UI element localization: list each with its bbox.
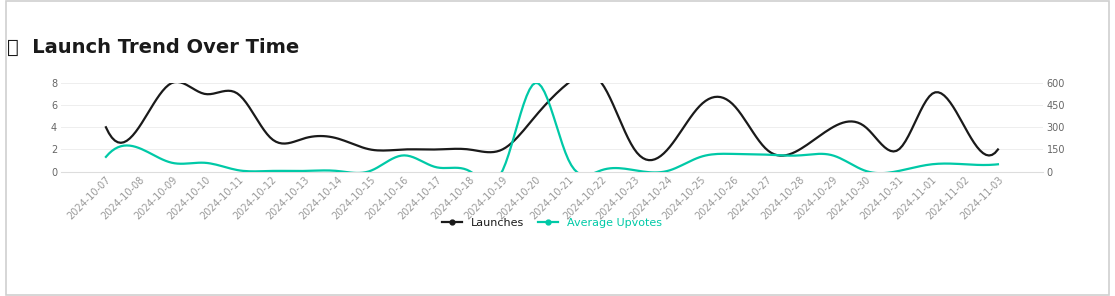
Text: 🗓  Launch Trend Over Time: 🗓 Launch Trend Over Time [8,38,300,57]
Legend: Launches, Average Upvotes: Launches, Average Upvotes [438,214,666,233]
